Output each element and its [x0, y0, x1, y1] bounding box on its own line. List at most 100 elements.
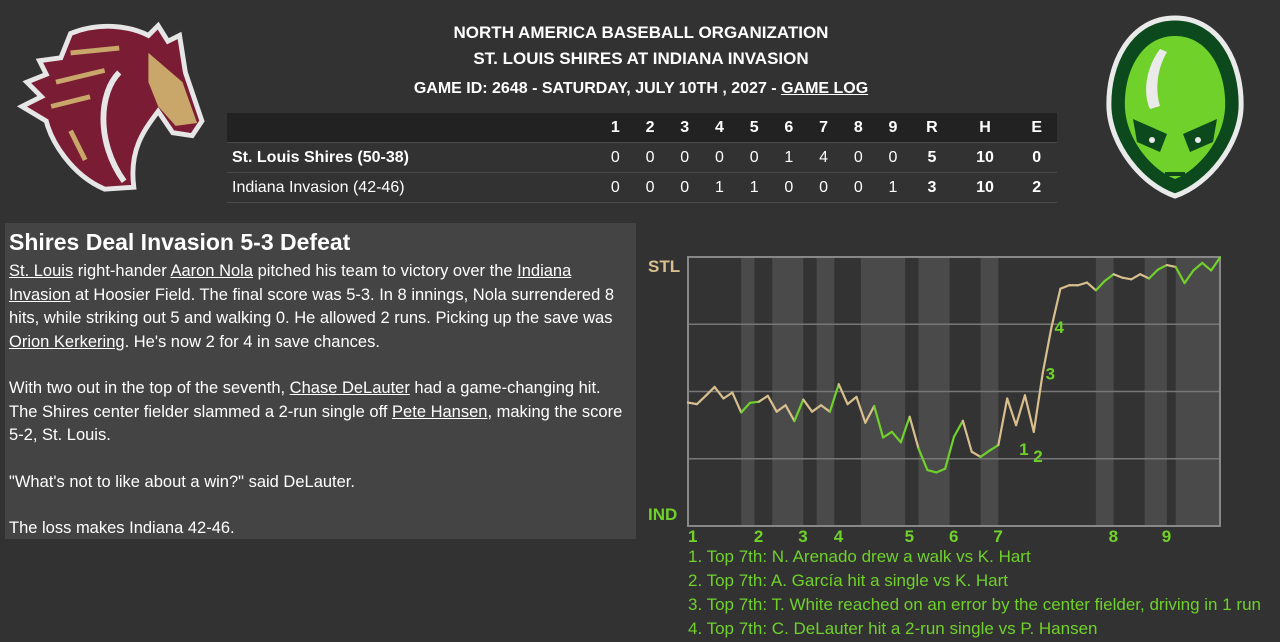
- win-prob-segment: [1174, 265, 1186, 285]
- stl-axis-label: STL: [648, 257, 680, 276]
- win-prob-segment: [722, 391, 734, 400]
- team-name: St. Louis Shires (50-38): [227, 142, 598, 173]
- linescore-row: St. Louis Shires (50-38) 0 0 0 0 0 1 4 0 0 5 10 0: [227, 142, 1057, 173]
- score-cell: 0: [875, 142, 911, 173]
- score-cell: 0: [840, 172, 876, 203]
- win-prob-segment: [970, 450, 982, 458]
- score-cell: 0: [667, 142, 703, 173]
- win-prob-segment: [1085, 281, 1097, 292]
- win-prob-segment: [740, 401, 752, 414]
- team-column-header: [227, 113, 598, 143]
- win-prob-segment: [1112, 273, 1124, 279]
- win-prob-segment: [846, 395, 858, 406]
- matchup-title: ST. LOUIS SHIRES AT INDIANA INVASION: [473, 49, 809, 68]
- column-header-5: 5: [736, 113, 772, 143]
- play-annotation: 3: [1046, 364, 1055, 383]
- score-cell: 0: [1016, 142, 1057, 173]
- win-prob-segment: [1032, 372, 1044, 433]
- article-link[interactable]: Chase DeLauter: [289, 379, 410, 397]
- win-prob-segment: [997, 397, 1009, 447]
- play-annotation: 4: [1055, 318, 1065, 337]
- article-link[interactable]: Aaron Nola: [170, 262, 254, 280]
- win-prob-segment: [944, 435, 956, 470]
- key-plays-list: 1. Top 7th: N. Arenado drew a walk vs K.…: [688, 545, 1280, 641]
- score-cell: 0: [598, 142, 633, 173]
- column-header-3: 3: [667, 113, 703, 143]
- game-log-link[interactable]: GAME LOG: [781, 80, 869, 97]
- article-body: St. Louis right-hander Aaron Nola pitche…: [9, 260, 632, 541]
- column-header-2: 2: [632, 113, 668, 143]
- win-prob-segment: [1059, 284, 1071, 290]
- win-prob-segment: [1210, 256, 1222, 272]
- inning-label: 6: [949, 527, 958, 545]
- score-cell: 1: [771, 142, 807, 173]
- score-cell: 0: [736, 142, 772, 173]
- score-cell: 1: [702, 172, 737, 203]
- score-cell: 0: [667, 172, 703, 203]
- plot-border: [687, 256, 1221, 527]
- score-cell: 0: [771, 172, 807, 203]
- ind-axis-label: IND: [648, 505, 677, 524]
- score-cell: 0: [632, 172, 668, 203]
- win-prob-segment: [1077, 281, 1089, 287]
- inning-label: 1: [688, 527, 697, 545]
- win-prob-segment: [890, 430, 902, 444]
- inning-label: 9: [1162, 527, 1171, 545]
- column-header-7: 7: [806, 113, 841, 143]
- key-play-item: 1. Top 7th: N. Arenado drew a walk vs K.…: [688, 547, 1031, 566]
- win-prob-segment: [713, 385, 725, 400]
- column-header-4: 4: [702, 113, 737, 143]
- win-prob-segment: [828, 383, 840, 413]
- indiana-invasion-logo: [1106, 15, 1244, 199]
- article-text: With two out in the top of the seventh,: [9, 379, 290, 397]
- score-cell: 0: [702, 142, 737, 173]
- win-prob-segment: [1103, 273, 1115, 283]
- score-cell: 4: [806, 142, 841, 173]
- win-prob-segment: [1147, 268, 1160, 280]
- inning-label: 5: [905, 527, 914, 545]
- win-prob-segment: [873, 404, 885, 439]
- game-info: GAME ID: 2648 - SATURDAY, JULY 10TH , 20…: [230, 80, 1052, 98]
- league-title: NORTH AMERICA BASEBALL ORGANIZATION: [453, 23, 829, 42]
- win-prob-segment: [695, 394, 707, 406]
- inning-label: 2: [754, 527, 763, 545]
- article-link[interactable]: Orion Kerkering: [9, 332, 125, 351]
- article-paragraph: "What's not to like about a win?" said D…: [9, 471, 632, 495]
- win-prob-segment: [899, 415, 911, 444]
- article-paragraph: With two out in the top of the seventh, …: [9, 377, 632, 448]
- win-prob-segment: [775, 404, 787, 413]
- score-cell: 0: [840, 142, 876, 173]
- win-prob-segment: [1041, 325, 1053, 375]
- win-prob-segment: [881, 430, 894, 439]
- win-prob-segment: [855, 395, 867, 424]
- game-recap-article: Shires Deal Invasion 5-3 Defeat St. Loui…: [5, 223, 636, 539]
- article-text: "What's not to like about a win?" said D…: [9, 472, 355, 491]
- key-play-item: 2. Top 7th: A. García hit a single vs K.…: [688, 571, 1009, 590]
- column-header-9: 9: [875, 113, 911, 143]
- article-text: right-hander: [73, 262, 171, 280]
- article-link[interactable]: Pete Hansen: [392, 402, 488, 421]
- win-prob-segment: [1023, 394, 1035, 433]
- win-prob-segment: [979, 449, 991, 458]
- inning-label: 3: [798, 527, 807, 545]
- play-annotation: 2: [1033, 447, 1042, 466]
- linescore-row: Indiana Invasion (42-46) 0 0 0 1 1 0 0 0 1 3 10 2: [227, 172, 1057, 203]
- win-prob-segment: [731, 391, 743, 414]
- article-text: , making the score 5-2, St. Louis.: [9, 402, 623, 445]
- win-prob-segment: [837, 383, 849, 406]
- score-cell: 0: [806, 172, 841, 203]
- article-link[interactable]: St. Louis: [9, 262, 74, 280]
- article-paragraph: St. Louis right-hander Aaron Nola pitche…: [9, 260, 632, 354]
- inning-label: 8: [1109, 527, 1118, 545]
- score-cell: 5: [910, 142, 954, 173]
- win-prob-segment: [988, 443, 1000, 452]
- article-text: had a game-changing hit. The Shires cent…: [9, 379, 601, 421]
- win-prob-segment: [784, 404, 796, 423]
- article-text: The loss makes Indiana 42-46.: [9, 519, 235, 537]
- inning-label: 7: [993, 527, 1002, 545]
- article-headline: Shires Deal Invasion 5-3 Defeat: [9, 229, 351, 255]
- game-id-date: GAME ID: 2648 - SATURDAY, JULY 10TH , 20…: [413, 80, 782, 97]
- article-link[interactable]: Indiana Invasion: [9, 262, 572, 304]
- score-cell: 3: [910, 172, 954, 203]
